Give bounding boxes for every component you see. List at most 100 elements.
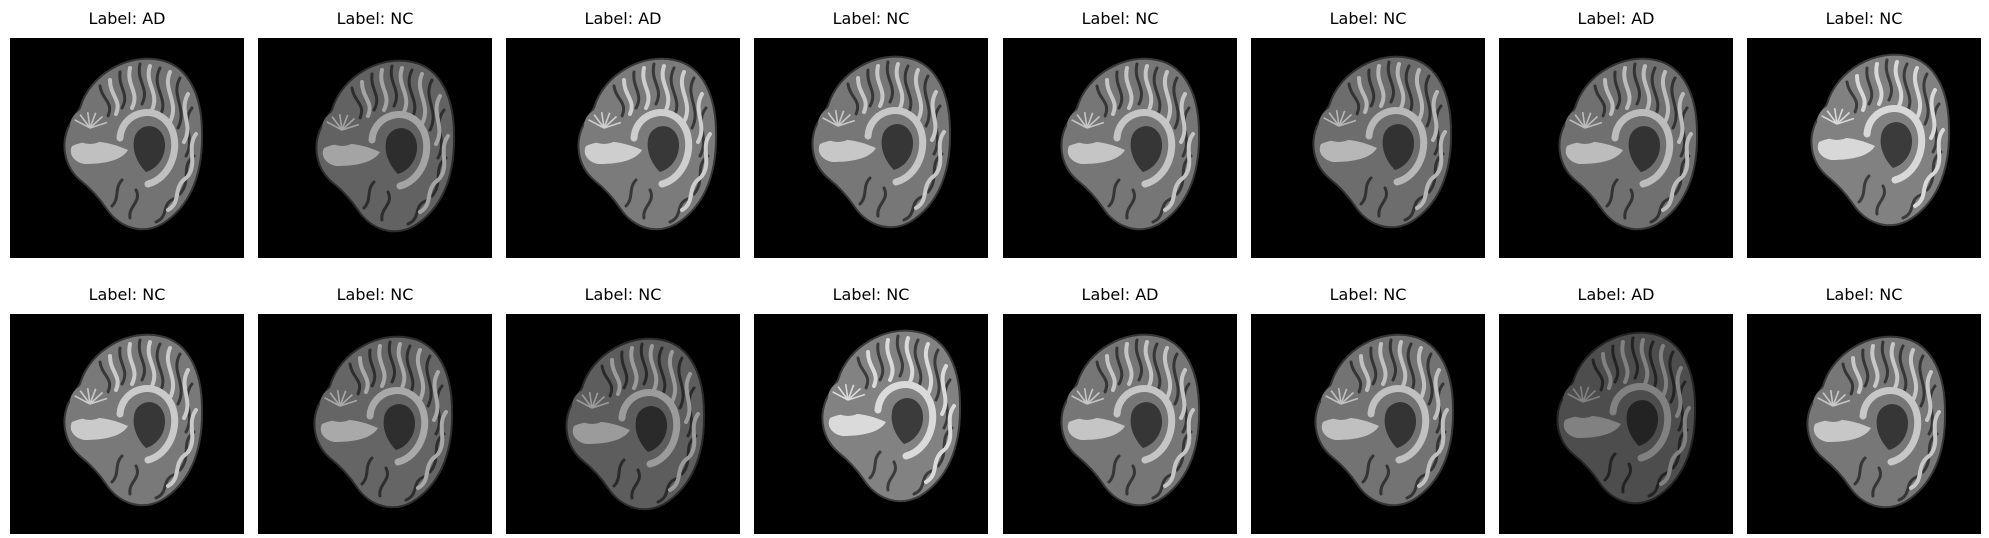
brain-outline: [63, 333, 204, 507]
cerebellar-folium: [1584, 115, 1599, 129]
brain-outline: [1810, 53, 1951, 227]
sulcus: [630, 468, 641, 500]
gyrus: [700, 132, 712, 178]
cerebellar-folium: [1083, 387, 1088, 405]
cerebellar-folium: [1821, 115, 1838, 125]
brain-mri-slice-icon: [258, 314, 492, 534]
cerebellar-folium: [89, 112, 97, 129]
lateral-ventricle: [1382, 124, 1415, 170]
panel-label: Label: NC: [584, 285, 662, 304]
cerebellar-folium: [837, 119, 856, 127]
sulcus: [404, 474, 428, 502]
sulcus: [1152, 342, 1162, 394]
gyrus: [1929, 88, 1937, 140]
lateral-ventricle: [1626, 400, 1659, 446]
brain-outline: [1312, 55, 1453, 229]
sulcus: [1125, 188, 1136, 220]
sulcus: [1095, 84, 1109, 118]
cerebellar-folium: [1581, 111, 1586, 129]
gyrus: [360, 80, 372, 118]
cerebellar-folium: [1338, 113, 1353, 127]
sulcus: [1865, 66, 1874, 106]
cerebellar-folium: [338, 113, 343, 131]
gyrus: [1163, 346, 1173, 400]
brain-outline: [811, 55, 952, 229]
cerebellar-folium: [1328, 112, 1340, 127]
sulcus: [360, 456, 374, 486]
cerebellar-folium: [1340, 397, 1359, 405]
brainstem: [818, 139, 876, 162]
gyrus: [1620, 340, 1630, 384]
sulcus: [1152, 66, 1162, 118]
gyrus: [379, 68, 389, 112]
cerebellar-folium: [588, 119, 605, 129]
sulcus: [1871, 466, 1882, 498]
sulcus: [350, 86, 364, 120]
sulcus: [110, 454, 124, 484]
cerebellar-folium: [581, 394, 593, 409]
cerebellar-folium: [339, 390, 347, 407]
cerebellar-folium: [1338, 110, 1346, 127]
brain-mri-slice-icon: [1499, 314, 1733, 534]
cerebellar-folium: [1323, 117, 1340, 127]
gyrus: [182, 368, 190, 420]
sulcus: [1426, 352, 1434, 406]
gyrus: [186, 132, 198, 178]
gyrus: [904, 336, 915, 384]
cerebellar-folium: [1071, 395, 1088, 405]
gyrus: [1851, 356, 1863, 394]
sulcus: [1406, 342, 1416, 394]
gyrus: [1622, 66, 1632, 110]
brain-slice: [565, 337, 706, 511]
cerebellar-folium: [1822, 392, 1834, 407]
mri-image: [1499, 314, 1733, 534]
gyrus: [398, 66, 409, 114]
gyrus: [668, 350, 678, 404]
sulcus: [1922, 72, 1930, 126]
gyrus: [1679, 406, 1691, 452]
corpus-callosum: [864, 107, 927, 186]
cerebellar-folium: [1582, 389, 1597, 403]
sulcus: [1361, 454, 1375, 484]
gyrus: [1909, 454, 1931, 490]
corpus-callosum: [1609, 383, 1672, 462]
sulcus: [1918, 354, 1926, 408]
brain-slice: [1060, 333, 1201, 507]
corpus-callosum: [366, 387, 429, 466]
sulcus: [651, 62, 660, 106]
gyrus: [1661, 176, 1683, 212]
cerebellar-folium: [1582, 386, 1590, 403]
gyrus: [1925, 370, 1933, 422]
cerebellar-folium: [1086, 115, 1101, 129]
sulcus: [389, 64, 398, 108]
sulcus: [1880, 340, 1889, 384]
sulcus: [868, 450, 882, 480]
gyrus: [629, 346, 639, 390]
cerebellar-folium: [600, 111, 605, 129]
panel-label: Label: NC: [832, 9, 910, 28]
brain-mri-slice-icon: [754, 314, 988, 534]
cerebellar-folium: [339, 393, 354, 407]
panel-label: Label: AD: [1577, 9, 1655, 28]
gyrus: [914, 174, 936, 210]
sulcus: [923, 74, 931, 128]
gyrus: [166, 452, 188, 488]
mri-image: [1747, 38, 1981, 258]
sulcus: [154, 196, 178, 224]
cerebellar-folium: [591, 392, 599, 409]
brain-mri-slice-icon: [1251, 314, 1485, 534]
gyrus: [1124, 66, 1134, 110]
cerebellar-folium: [341, 117, 356, 131]
brain-outline: [1060, 333, 1201, 507]
cerebellar-folium: [1829, 389, 1834, 407]
cerebellar-folium: [1325, 395, 1342, 405]
sulcus: [866, 68, 875, 108]
brain-slice: [1312, 55, 1453, 229]
cerebellar-folium: [591, 395, 606, 409]
sulcus: [425, 354, 433, 408]
gyrus: [1163, 452, 1185, 488]
sulcus: [175, 76, 183, 130]
brain-slice: [811, 55, 952, 229]
cerebellar-folium: [1574, 114, 1586, 129]
brain-slice: [1060, 57, 1201, 231]
